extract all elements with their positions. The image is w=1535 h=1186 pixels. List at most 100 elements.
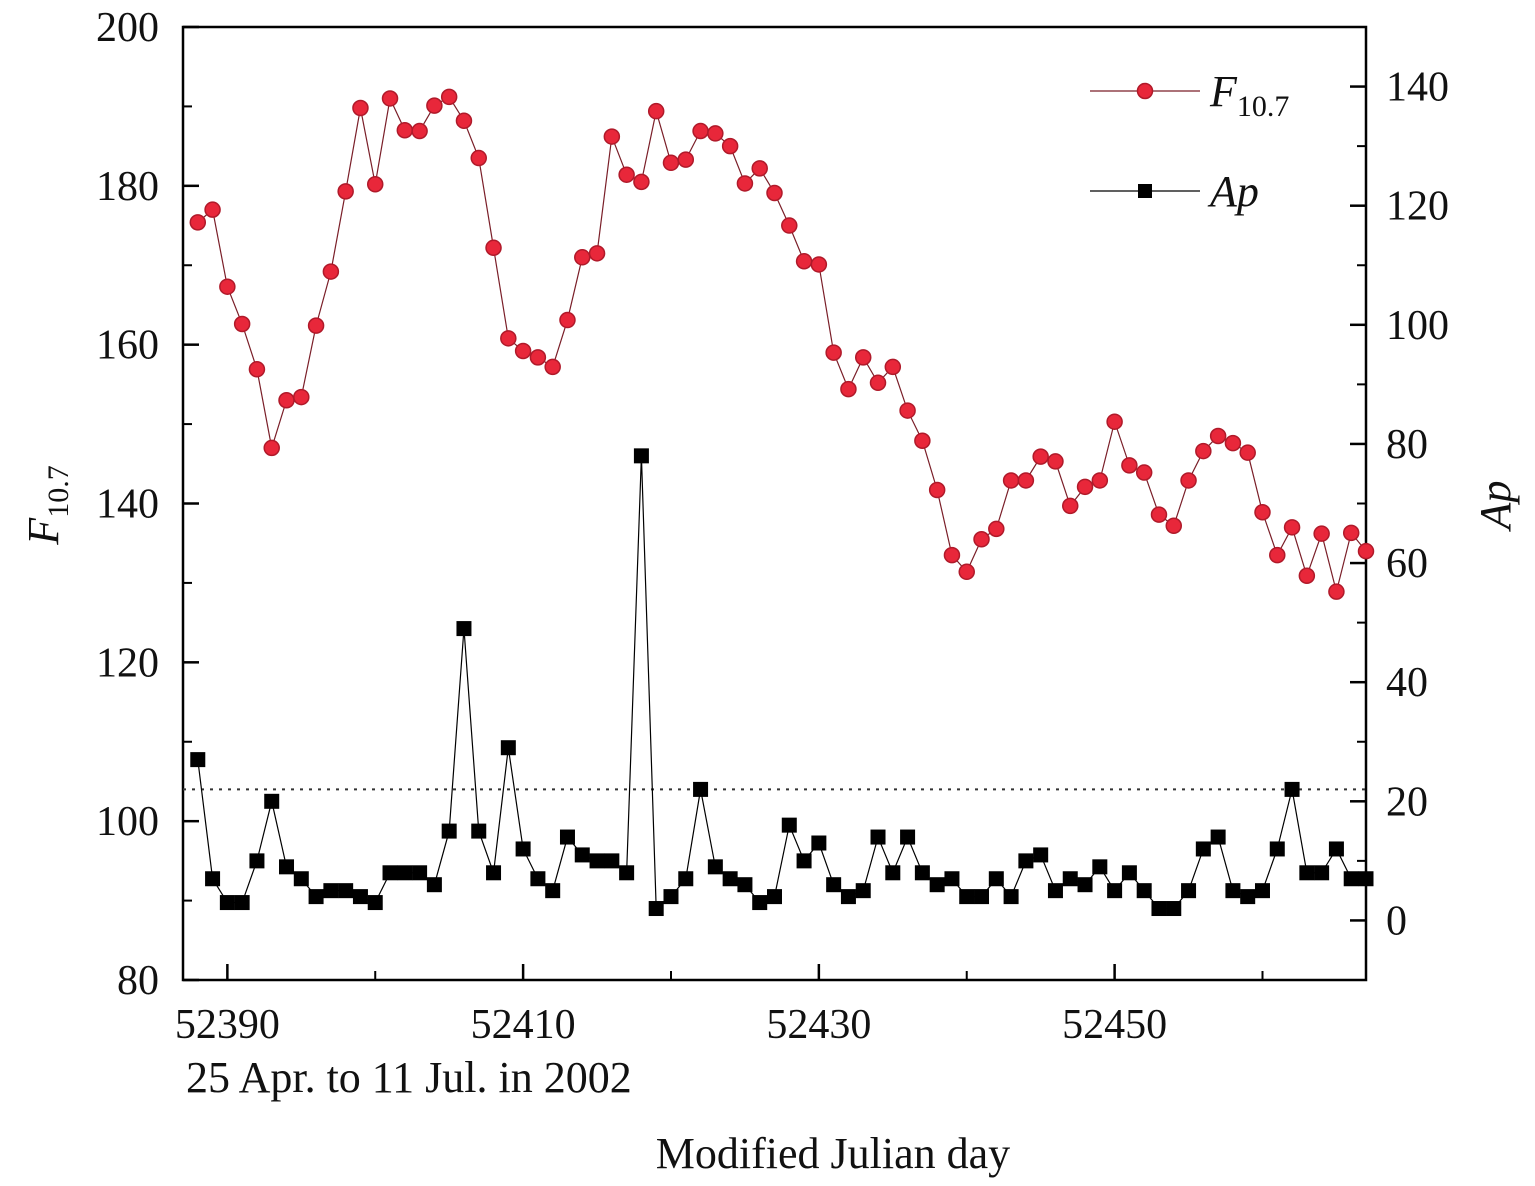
series-1-point	[219, 895, 235, 911]
series-1-point	[308, 889, 324, 905]
series-0-point	[559, 311, 576, 329]
series-0-point	[366, 175, 384, 193]
series-0-point	[500, 330, 517, 347]
series-1-point	[205, 871, 221, 887]
left-axis-title: F10.7	[19, 465, 75, 545]
x-axis-title: Modified Julian day	[656, 1129, 1010, 1178]
left-tick-label: 200	[96, 5, 159, 51]
series-1-point	[752, 895, 768, 911]
series-0-point	[854, 349, 872, 366]
series-1-point	[1269, 841, 1285, 857]
x-axis-note: 25 Apr. to 11 Jul. in 2002	[186, 1053, 632, 1102]
series-1-point	[1284, 781, 1300, 797]
series-1-point	[767, 889, 782, 905]
series-0-point	[352, 99, 369, 117]
series-0-point	[692, 122, 709, 140]
series-1-point	[722, 871, 738, 887]
series-1-point	[693, 781, 709, 797]
x-tick-label: 52390	[175, 1002, 280, 1048]
series-1-point	[1077, 877, 1093, 893]
series-1-point	[338, 883, 354, 899]
left-axis-title-main: F	[19, 517, 68, 546]
series-1-point	[974, 889, 990, 905]
right-axis-title: Ap	[1471, 481, 1520, 533]
series-0-point	[1165, 517, 1183, 534]
series-0-point	[707, 125, 724, 142]
series-1-point	[530, 871, 546, 887]
series-0-point	[233, 315, 251, 333]
series-0-point	[1269, 546, 1286, 564]
right-tick-label: 80	[1386, 422, 1428, 468]
series-0-point	[455, 112, 473, 129]
series-1-point	[279, 859, 295, 875]
series-lines	[197, 96, 1367, 910]
series-1-point	[619, 865, 635, 881]
series-1-point	[293, 871, 309, 887]
series-0-point	[204, 201, 221, 218]
series-1-point	[959, 889, 975, 905]
series-1-point	[885, 865, 901, 881]
series-0-point	[1313, 525, 1330, 542]
series-1-point	[1151, 901, 1167, 917]
series-0-point	[677, 151, 695, 168]
series-1-point	[604, 853, 620, 869]
series-1-point	[1240, 889, 1256, 905]
series-1-point	[1121, 865, 1137, 881]
series-1-point	[944, 871, 960, 887]
series-1-point	[412, 865, 428, 881]
series-1-point	[1254, 883, 1270, 899]
series-1-point	[1225, 883, 1241, 899]
series-0-point	[514, 342, 532, 360]
series-0-point	[1298, 567, 1316, 585]
right-tick-label: 40	[1386, 660, 1428, 706]
series-0-point	[1239, 444, 1256, 461]
series-1-point	[737, 877, 753, 893]
series-0-point	[603, 128, 621, 145]
series-1-point	[323, 883, 339, 899]
series-1-point	[1047, 883, 1063, 899]
series-1-point	[796, 853, 812, 869]
series-1-point	[663, 889, 679, 905]
series-0-point	[219, 278, 236, 295]
series-1-point	[456, 621, 472, 637]
series-0-point	[869, 374, 887, 392]
series-line-1	[197, 455, 1366, 910]
series-1-point	[678, 871, 694, 887]
series-1-point	[559, 829, 575, 845]
x-axis: 52390 52410 52430 52450	[175, 964, 1264, 1048]
series-0-point	[914, 432, 931, 450]
right-axis: 0 20 40 60 80 100 120 140	[1350, 26, 1449, 981]
series-1-point	[914, 865, 930, 881]
series-0-point	[337, 183, 354, 200]
series-0-point	[1121, 457, 1138, 474]
series-1-point	[1299, 865, 1315, 881]
left-tick-label: 140	[96, 482, 159, 528]
series-0-point	[973, 530, 990, 548]
series-line-0	[197, 96, 1367, 592]
x-tick-label: 52450	[1062, 1002, 1167, 1048]
series-0-point	[1328, 583, 1345, 600]
series-1-point	[1314, 865, 1330, 881]
series-1-point	[633, 448, 649, 464]
series-1-point	[264, 793, 280, 809]
series-0-point	[263, 439, 280, 457]
series-0-point	[1224, 434, 1242, 452]
series-0-point	[470, 149, 487, 167]
series-1-point	[1210, 829, 1226, 845]
series-0-point	[988, 520, 1005, 538]
series-1-point	[900, 829, 916, 845]
right-tick-label: 140	[1386, 65, 1449, 111]
series-0-point	[736, 175, 754, 192]
series-0-point	[1106, 413, 1123, 430]
series-1-point	[781, 817, 797, 833]
series-0-point	[1180, 472, 1197, 489]
series-0-point	[958, 563, 975, 581]
series-0-point	[293, 388, 310, 406]
series-0-point	[1062, 497, 1079, 515]
series-0-point	[248, 361, 266, 378]
series-1-point	[397, 865, 413, 881]
series-0-point	[825, 344, 842, 361]
legend-label-main: Ap	[1207, 167, 1259, 216]
series-0-point	[381, 90, 399, 107]
